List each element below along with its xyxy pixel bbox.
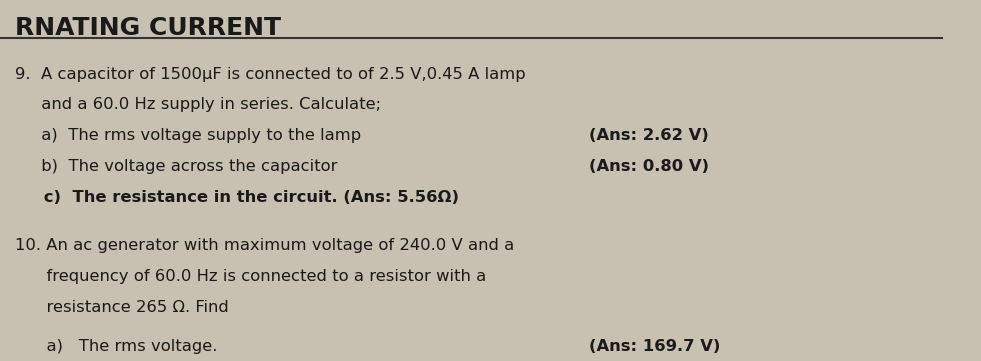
Text: 10. An ac generator with maximum voltage of 240.0 V and a: 10. An ac generator with maximum voltage…	[15, 238, 514, 253]
Text: frequency of 60.0 Hz is connected to a resistor with a: frequency of 60.0 Hz is connected to a r…	[15, 269, 486, 284]
Text: c)  The resistance in the circuit. (Ans: 5.56Ω): c) The resistance in the circuit. (Ans: …	[15, 190, 459, 205]
Text: resistance 265 Ω. Find: resistance 265 Ω. Find	[15, 300, 229, 315]
Text: a)   The rms voltage.: a) The rms voltage.	[15, 339, 217, 355]
Text: a)  The rms voltage supply to the lamp: a) The rms voltage supply to the lamp	[15, 128, 361, 143]
Text: RNATING CURRENT: RNATING CURRENT	[15, 16, 281, 40]
Text: b)  The voltage across the capacitor: b) The voltage across the capacitor	[15, 159, 337, 174]
Text: (Ans: 0.80 V): (Ans: 0.80 V)	[589, 159, 708, 174]
Text: (Ans: 169.7 V): (Ans: 169.7 V)	[589, 339, 720, 355]
Text: 9.  A capacitor of 1500μF is connected to of 2.5 V,0.45 A lamp: 9. A capacitor of 1500μF is connected to…	[15, 67, 526, 82]
Text: and a 60.0 Hz supply in series. Calculate;: and a 60.0 Hz supply in series. Calculat…	[15, 97, 381, 113]
Text: (Ans: 2.62 V): (Ans: 2.62 V)	[589, 128, 708, 143]
